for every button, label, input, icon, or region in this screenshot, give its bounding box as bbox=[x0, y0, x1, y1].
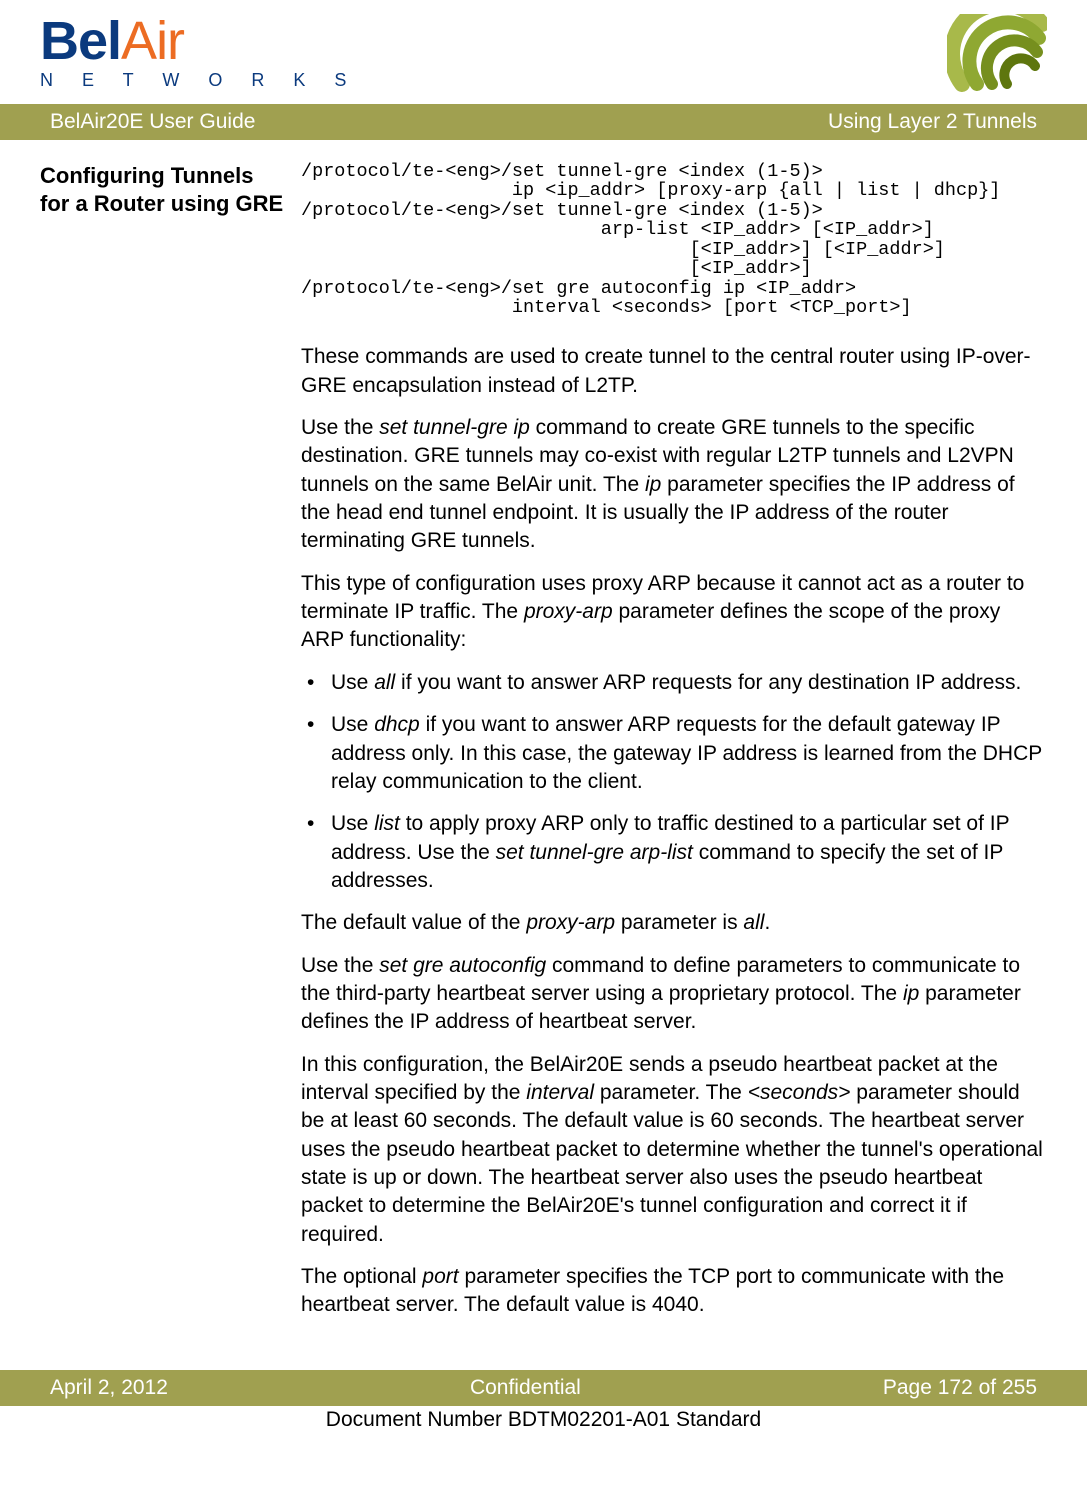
footer-date: April 2, 2012 bbox=[50, 1376, 168, 1400]
paragraph-3: This type of configuration uses proxy AR… bbox=[301, 570, 1047, 655]
list-item: Use all if you want to answer ARP reques… bbox=[301, 669, 1047, 697]
guide-title: BelAir20E User Guide bbox=[50, 110, 255, 134]
chapter-title: Using Layer 2 Tunnels bbox=[828, 110, 1037, 134]
header: BelAir N E T W O R K S bbox=[40, 0, 1047, 104]
footer-bar: April 2, 2012 Confidential Page 172 of 2… bbox=[0, 1370, 1087, 1406]
paragraph-5: Use the set gre autoconfig command to de… bbox=[301, 952, 1047, 1037]
logo-subtext: N E T W O R K S bbox=[40, 70, 358, 91]
logo-text-a: Bel bbox=[40, 11, 121, 71]
logo: BelAir N E T W O R K S bbox=[40, 14, 358, 91]
swirl-icon bbox=[947, 14, 1047, 96]
footer-confidential: Confidential bbox=[470, 1376, 581, 1400]
sidebar: Configuring Tunnels for a Router using G… bbox=[40, 162, 285, 1334]
section-heading: Configuring Tunnels for a Router using G… bbox=[40, 162, 285, 217]
logo-text-b: Air bbox=[121, 11, 184, 71]
code-block: /protocol/te-<eng>/set tunnel-gre <index… bbox=[301, 162, 1047, 317]
paragraph-4: The default value of the proxy-arp param… bbox=[301, 909, 1047, 937]
list-item: Use list to apply proxy ARP only to traf… bbox=[301, 810, 1047, 895]
document-number: Document Number BDTM02201-A01 Standard bbox=[40, 1408, 1047, 1442]
paragraph-6: In this configuration, the BelAir20E sen… bbox=[301, 1051, 1047, 1249]
bullet-list: Use all if you want to answer ARP reques… bbox=[301, 669, 1047, 895]
title-bar: BelAir20E User Guide Using Layer 2 Tunne… bbox=[0, 104, 1087, 140]
paragraph-2: Use the set tunnel-gre ip command to cre… bbox=[301, 414, 1047, 556]
list-item: Use dhcp if you want to answer ARP reque… bbox=[301, 711, 1047, 796]
paragraph-1: These commands are used to create tunnel… bbox=[301, 343, 1047, 400]
footer-page: Page 172 of 255 bbox=[883, 1376, 1037, 1400]
main-content: /protocol/te-<eng>/set tunnel-gre <index… bbox=[301, 162, 1047, 1334]
logo-main: BelAir bbox=[40, 14, 358, 68]
paragraph-7: The optional port parameter specifies th… bbox=[301, 1263, 1047, 1320]
